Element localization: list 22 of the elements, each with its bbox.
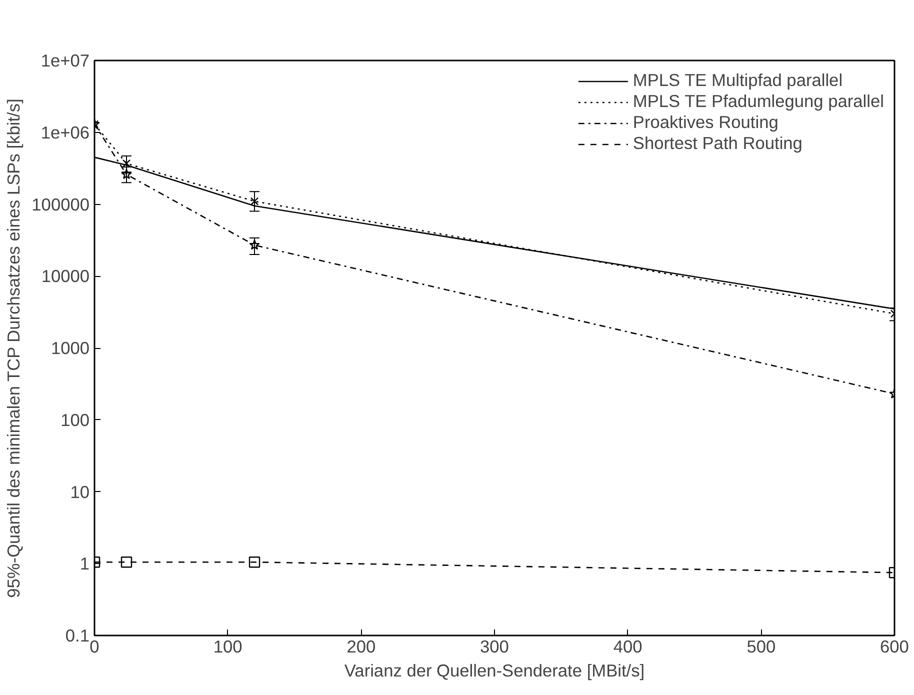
legend-label: MPLS TE Pfadumlegung parallel bbox=[632, 91, 884, 112]
y-tick-label: 1e+07 bbox=[40, 50, 90, 70]
x-tick-label: 100 bbox=[213, 636, 242, 656]
y-tick-label: 100 bbox=[60, 410, 90, 430]
y-tick-label: 10 bbox=[70, 482, 90, 502]
x-tick-label: 200 bbox=[346, 636, 376, 656]
y-tick-label: 10000 bbox=[41, 266, 90, 286]
legend-label: MPLS TE Multipfad parallel bbox=[632, 70, 843, 91]
y-tick-label: 1000 bbox=[50, 338, 90, 358]
y-tick-label: 100000 bbox=[32, 194, 90, 214]
legend-label: Shortest Path Routing bbox=[632, 133, 802, 154]
x-tick-label: 400 bbox=[613, 636, 642, 656]
y-tick-label: 1 bbox=[80, 554, 90, 574]
x-tick-label: 500 bbox=[746, 636, 776, 656]
x-tick-label: 300 bbox=[480, 636, 509, 656]
y-tick-label: 0.1 bbox=[65, 626, 90, 646]
x-tick-label: 0 bbox=[90, 636, 100, 656]
x-axis-title: Varianz der Quellen-Senderate [MBit/s] bbox=[344, 660, 645, 680]
y-axis-title: 95%-Quantil des minimalen TCP Durchsatzes eines LSPs [kbit/s] bbox=[4, 98, 24, 598]
y-tick-label: 1e+06 bbox=[40, 122, 90, 142]
legend-label: Proaktives Routing bbox=[632, 112, 778, 133]
x-tick-label: 600 bbox=[880, 636, 909, 656]
